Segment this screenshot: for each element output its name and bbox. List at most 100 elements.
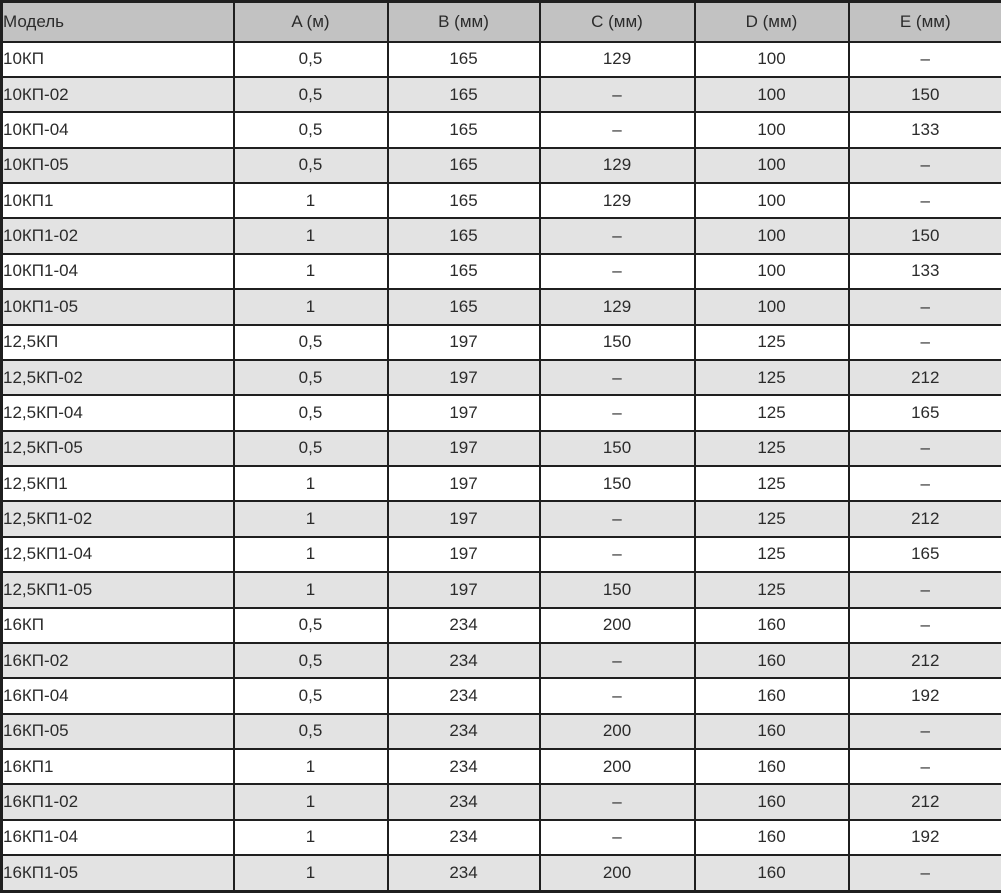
b-value-cell: 197 (386, 535, 541, 574)
table-row: 10КП1 1 165 129 100– (0, 181, 1001, 220)
a-value-cell: 0,5 (232, 429, 389, 468)
a-value-cell: 0,5 (232, 358, 389, 397)
b-value-cell: 165 (386, 146, 541, 185)
e-value-cell: – (847, 747, 1001, 786)
e-value-cell: 212 (847, 641, 1001, 680)
b-value-cell: 165 (386, 40, 541, 78)
c-value-cell: – (538, 252, 696, 291)
c-value-cell: – (538, 641, 696, 680)
header-row: Модель A (м) B (мм) C (мм) D (мм) E (мм) (0, 0, 1001, 43)
table-row: 16КП-05 0,5 234 200 160– (0, 712, 1001, 751)
e-value-cell: 212 (847, 783, 1001, 821)
model-cell: 12,5КП-04 (0, 394, 235, 432)
b-value-cell: 197 (386, 464, 541, 503)
d-value-cell: 125 (693, 394, 850, 432)
b-value-cell: 197 (386, 358, 541, 397)
b-value-cell: 234 (386, 641, 541, 680)
table-row: 12,5КП-05 0,5 197 150 125– (0, 429, 1001, 468)
c-value-cell: 129 (538, 146, 696, 185)
table-row: 12,5КП 0,5 197 150 125– (0, 323, 1001, 361)
b-value-cell: 197 (386, 429, 541, 468)
c-value-cell: – (538, 75, 696, 114)
b-value-cell: 165 (386, 181, 541, 220)
e-value-cell: 150 (847, 217, 1001, 255)
table-row: 10КП1-05 1 165 129 100– (0, 288, 1001, 326)
e-value-cell: – (847, 146, 1001, 185)
table-row: 12,5КП1-05 1 197 150 125– (0, 571, 1001, 609)
c-value-cell: – (538, 535, 696, 574)
b-value-cell: 234 (386, 677, 541, 715)
b-value-cell: 234 (386, 783, 541, 821)
d-value-cell: 125 (693, 323, 850, 361)
e-value-cell: – (847, 429, 1001, 468)
e-value-cell: 150 (847, 75, 1001, 114)
d-value-cell: 125 (693, 464, 850, 503)
d-value-cell: 100 (693, 217, 850, 255)
model-cell: 12,5КП1-02 (0, 500, 235, 538)
e-value-cell: – (847, 606, 1001, 644)
c-value-cell: – (538, 783, 696, 821)
d-value-cell: 160 (693, 677, 850, 715)
table-row: 16КП-04 0,5 234–160 192 (0, 677, 1001, 715)
a-value-cell: 0,5 (232, 677, 389, 715)
c-value-cell: 150 (538, 571, 696, 609)
d-value-cell: 125 (693, 571, 850, 609)
d-value-cell: 160 (693, 818, 850, 857)
a-value-cell: 0,5 (232, 712, 389, 751)
model-cell: 10КП1-02 (0, 217, 235, 255)
b-value-cell: 165 (386, 111, 541, 149)
b-value-cell: 234 (386, 818, 541, 857)
b-value-cell: 165 (386, 217, 541, 255)
table-row: 16КП-02 0,5 234–160 212 (0, 641, 1001, 680)
e-value-cell: 212 (847, 500, 1001, 538)
table-row: 10КП-02 0,5 165–100 150 (0, 75, 1001, 114)
model-cell: 10КП-02 (0, 75, 235, 114)
b-value-cell: 197 (386, 500, 541, 538)
column-header-c: C (мм) (538, 0, 696, 43)
table-row: 16КП1-04 1 234–160 192 (0, 818, 1001, 857)
d-value-cell: 125 (693, 429, 850, 468)
table-row: 16КП1-02 1 234–160 212 (0, 783, 1001, 821)
d-value-cell: 125 (693, 535, 850, 574)
c-value-cell: 200 (538, 747, 696, 786)
column-header-b: B (мм) (386, 0, 541, 43)
model-cell: 10КП1-05 (0, 288, 235, 326)
e-value-cell: 133 (847, 252, 1001, 291)
a-value-cell: 1 (232, 747, 389, 786)
c-value-cell: 200 (538, 606, 696, 644)
a-value-cell: 1 (232, 535, 389, 574)
e-value-cell: 165 (847, 535, 1001, 574)
column-header-model: Модель (0, 0, 235, 43)
e-value-cell: – (847, 288, 1001, 326)
d-value-cell: 100 (693, 111, 850, 149)
d-value-cell: 100 (693, 146, 850, 185)
c-value-cell: – (538, 394, 696, 432)
b-value-cell: 165 (386, 288, 541, 326)
model-cell: 10КП1 (0, 181, 235, 220)
table-row: 12,5КП1 1 197 150 125– (0, 464, 1001, 503)
table-row: 16КП 0,5 234 200 160– (0, 606, 1001, 644)
c-value-cell: – (538, 111, 696, 149)
a-value-cell: 1 (232, 500, 389, 538)
model-cell: 16КП (0, 606, 235, 644)
d-value-cell: 160 (693, 783, 850, 821)
c-value-cell: – (538, 818, 696, 857)
d-value-cell: 160 (693, 747, 850, 786)
c-value-cell: 129 (538, 181, 696, 220)
d-value-cell: 160 (693, 712, 850, 751)
c-value-cell: 200 (538, 712, 696, 751)
d-value-cell: 160 (693, 606, 850, 644)
table-row: 10КП-05 0,5 165 129 100– (0, 146, 1001, 185)
c-value-cell: – (538, 677, 696, 715)
table-row: 12,5КП1-02 1 197–125 212 (0, 500, 1001, 538)
b-value-cell: 197 (386, 571, 541, 609)
model-cell: 10КП (0, 40, 235, 78)
b-value-cell: 197 (386, 394, 541, 432)
model-cell: 12,5КП1-04 (0, 535, 235, 574)
model-cell: 10КП-05 (0, 146, 235, 185)
model-cell: 10КП1-04 (0, 252, 235, 291)
table-row: 16КП1-05 1 234 200 160– (0, 854, 1001, 893)
a-value-cell: 1 (232, 288, 389, 326)
e-value-cell: – (847, 323, 1001, 361)
